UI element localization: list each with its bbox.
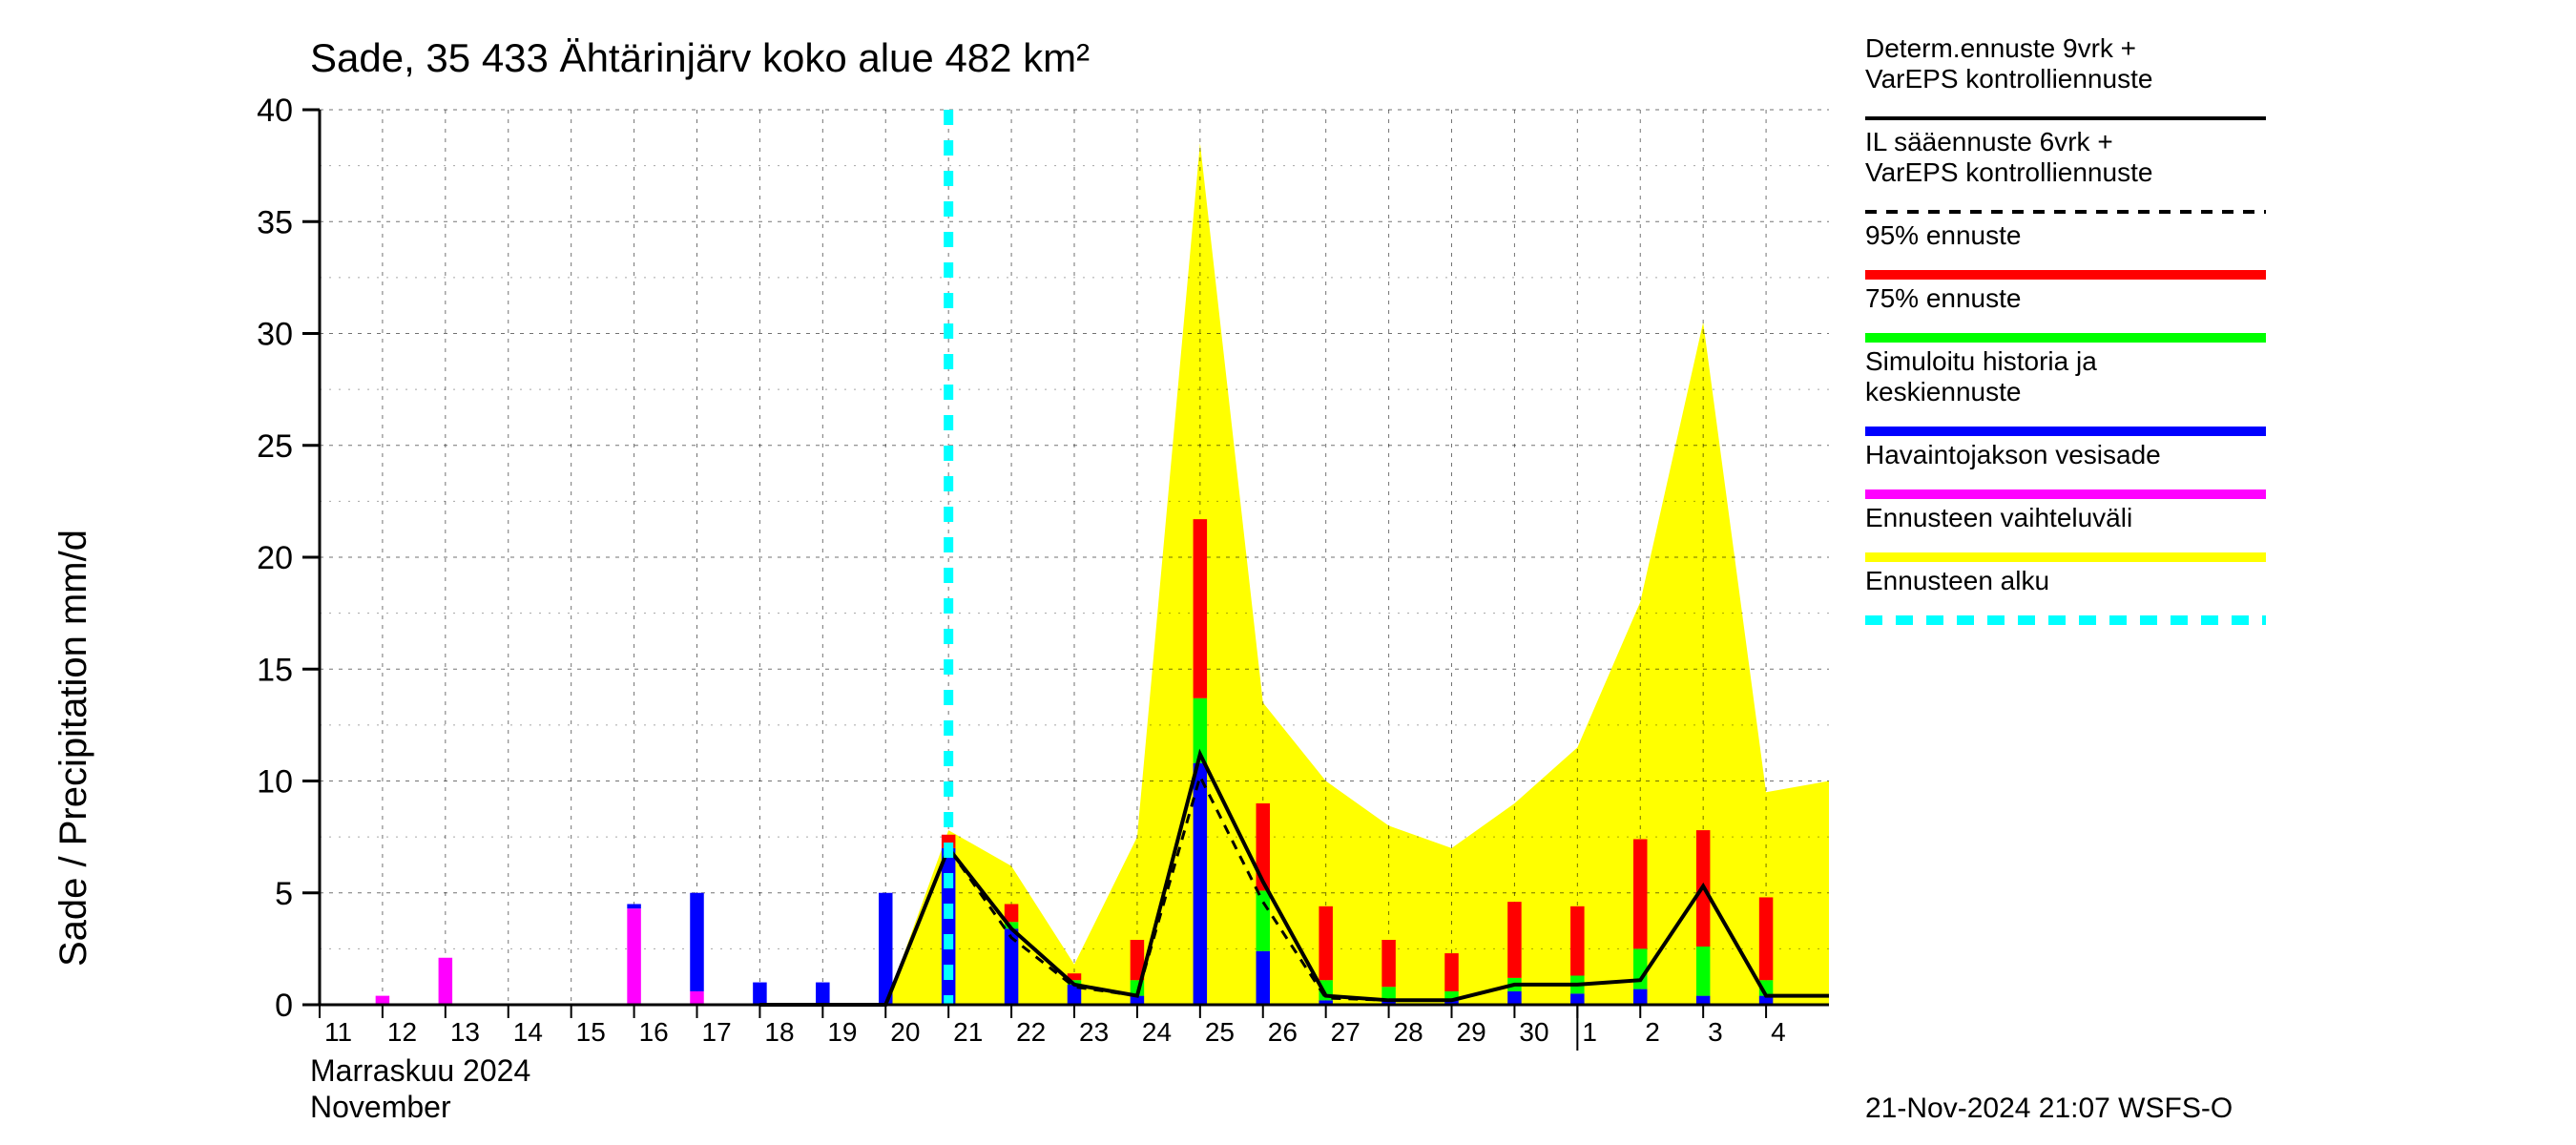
x-tick-label: 1 [1582,1017,1597,1047]
y-tick-label: 25 [257,428,293,465]
x-tick-label: 14 [513,1017,543,1047]
precip-bar [690,893,704,991]
y-axis-label: Sade / Precipitation mm/d [52,530,94,967]
precip-bar [439,958,453,1005]
legend-label: 75% ennuste [1865,283,2021,313]
y-tick-label: 35 [257,204,293,240]
x-tick-label: 4 [1771,1017,1786,1047]
precip-bar [1759,897,1774,980]
legend-label: Ennusteen vaihteluväli [1865,503,2132,532]
x-tick-label: 22 [1016,1017,1046,1047]
precip-bar [1194,519,1208,698]
x-tick-label: 16 [639,1017,669,1047]
x-tick-label: 11 [324,1017,352,1047]
x-tick-label: 27 [1331,1017,1361,1047]
chart-title: Sade, 35 433 Ähtärinjärv koko alue 482 k… [310,35,1090,80]
legend-label: 95% ennuste [1865,220,2021,250]
legend-label: keskiennuste [1865,377,2021,406]
timestamp-footer: 21-Nov-2024 21:07 WSFS-O [1865,1093,2233,1124]
x-tick-label: 2 [1645,1017,1660,1047]
precip-bar [1570,906,1585,976]
x-tick-label: 20 [890,1017,920,1047]
x-tick-label: 15 [576,1017,606,1047]
precip-bar [1256,890,1270,950]
legend-label: VarEPS kontrolliennuste [1865,157,2152,187]
legend-label: Determ.ennuste 9vrk + [1865,33,2136,63]
legend-label: Ennusteen alku [1865,566,2049,595]
precip-bar [1444,953,1459,991]
x-tick-label: 26 [1268,1017,1298,1047]
x-axis-month-en: November [310,1090,451,1124]
x-tick-label: 13 [450,1017,480,1047]
y-tick-label: 5 [275,876,293,912]
x-tick-label: 17 [702,1017,732,1047]
x-tick-label: 28 [1394,1017,1423,1047]
x-tick-label: 30 [1519,1017,1548,1047]
y-tick-label: 0 [275,988,293,1024]
legend-label: Simuloitu historia ja [1865,346,2097,376]
x-tick-label: 21 [953,1017,983,1047]
x-tick-label: 24 [1142,1017,1172,1047]
precip-bar [1507,991,1522,1005]
y-tick-label: 20 [257,540,293,576]
y-tick-label: 30 [257,317,293,353]
precip-bar [1005,904,1019,922]
precip-bar [1319,906,1333,980]
y-tick-label: 15 [257,652,293,688]
precip-bar [627,908,641,1005]
x-axis-month-fi: Marraskuu 2024 [310,1053,530,1088]
precip-bar [1507,902,1522,978]
x-tick-label: 12 [387,1017,417,1047]
precip-bar [1696,947,1711,996]
precip-bar [1194,763,1208,1005]
x-tick-label: 25 [1205,1017,1235,1047]
precip-bar [690,991,704,1005]
precipitation-chart: 0510152025303540111213141516171819202122… [0,0,2576,1145]
precip-bar [942,848,956,1005]
y-tick-label: 40 [257,93,293,129]
legend-label: VarEPS kontrolliennuste [1865,64,2152,94]
precip-bar [1633,948,1648,989]
x-tick-label: 23 [1079,1017,1109,1047]
x-tick-label: 29 [1457,1017,1486,1047]
precip-bar [627,904,641,908]
x-tick-label: 18 [764,1017,794,1047]
precip-bar [1633,989,1648,1005]
legend-label: Havaintojakson vesisade [1865,440,2161,469]
x-tick-label: 3 [1708,1017,1723,1047]
x-tick-label: 19 [827,1017,857,1047]
precip-bar [1633,839,1648,948]
precip-bar [816,983,830,1005]
precip-bar [1256,951,1270,1005]
legend-label: IL sääennuste 6vrk + [1865,127,2113,156]
precip-bar [1570,993,1585,1005]
y-tick-label: 10 [257,764,293,801]
precip-bar [1381,940,1396,987]
precip-bar [753,983,767,1005]
